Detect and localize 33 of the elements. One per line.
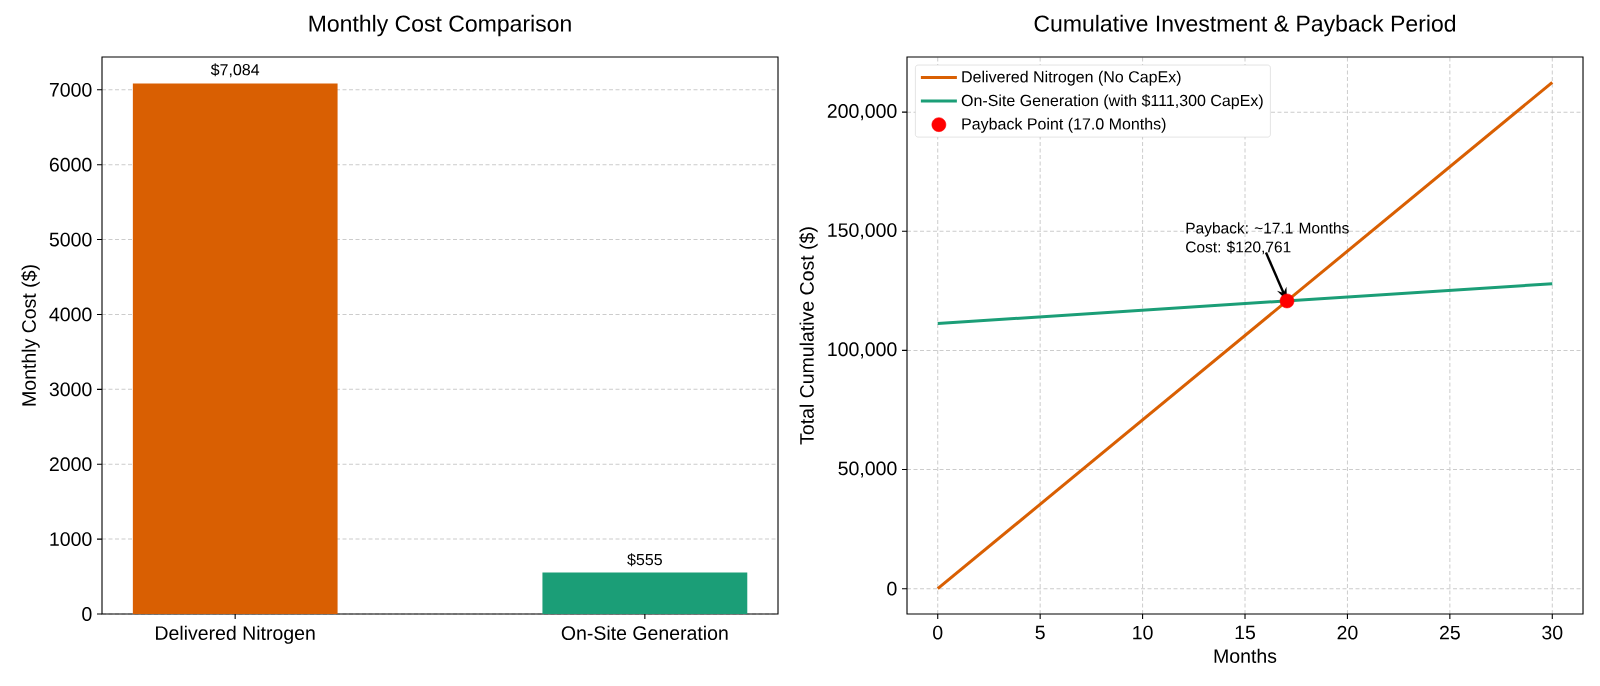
y-tick-label: 6000 — [49, 157, 92, 172]
y-tick-label: 1000 — [50, 532, 92, 547]
chart-title: Cumulative Investment & Payback Period — [1034, 14, 1456, 37]
x-tick-label: 5 — [1035, 625, 1045, 640]
x-tick-label: On-Site Generation — [561, 625, 728, 641]
x-tick-label: 30 — [1542, 625, 1563, 640]
y-tick-label: 5000 — [49, 232, 92, 247]
y-tick-label: 0 — [887, 581, 897, 596]
x-tick-label: Delivered Nitrogen — [156, 625, 315, 644]
y-axis-title: Monthly Cost ($) — [21, 265, 40, 406]
x-axis-title: Months — [1214, 648, 1277, 663]
data-label: $555 — [627, 553, 662, 567]
chart-title: Monthly Cost Comparison — [309, 14, 571, 37]
y-tick-label: 7000 — [49, 82, 92, 97]
x-tick-label: 20 — [1337, 625, 1358, 640]
x-tick-label: 10 — [1133, 625, 1153, 640]
y-tick-label: 0 — [82, 607, 92, 621]
legend-label: Payback Point (17.0 Months) — [962, 117, 1166, 133]
legend-label: On-Site Generation (with $111,300 CapEx) — [961, 94, 1263, 110]
y-tick-label: 100,000 — [828, 342, 897, 359]
annotation: Payback: ~17.1 Months Cost: $120,761 — [1186, 222, 1349, 255]
y-axis-title: Total Cumulative Cost ($) — [799, 227, 818, 445]
y-tick-label: 2000 — [49, 457, 92, 472]
y-tick-label: 4000 — [49, 307, 92, 322]
data-label: $7,084 — [210, 63, 260, 78]
x-tick-label: 15 — [1235, 625, 1256, 640]
y-tick-label: 3000 — [49, 382, 92, 397]
y-tick-label: 150,000 — [828, 223, 897, 240]
y-tick-label: 50,000 — [838, 461, 897, 478]
x-tick-label: 0 — [933, 625, 943, 640]
x-tick-label: 25 — [1440, 625, 1460, 640]
y-tick-label: 200,000 — [827, 104, 897, 121]
legend-label: Delivered Nitrogen (No CapEx) — [962, 70, 1181, 86]
